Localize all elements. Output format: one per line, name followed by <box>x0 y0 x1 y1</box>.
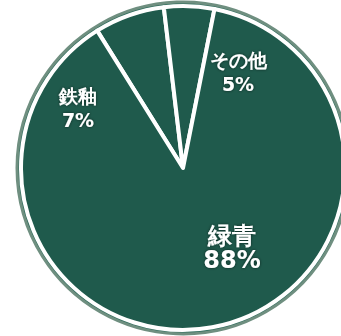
svg-text:7%: 7% <box>62 109 94 131</box>
svg-text:88%: 88% <box>203 246 260 274</box>
svg-text:緑青: 緑青 <box>208 222 256 250</box>
svg-text:5%: 5% <box>222 73 254 95</box>
svg-text:その他: その他 <box>210 49 268 71</box>
svg-text:鉄釉: 鉄釉 <box>58 85 97 107</box>
